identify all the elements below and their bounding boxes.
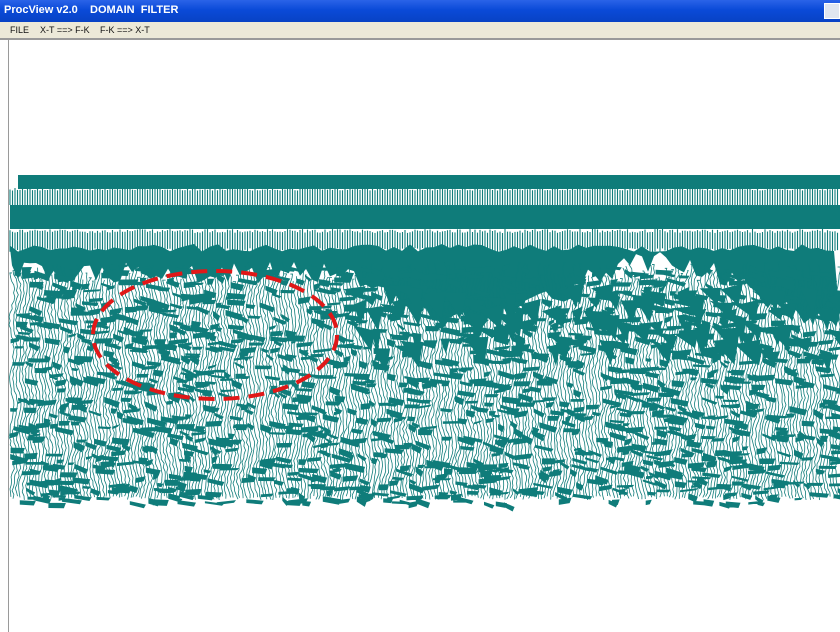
seismic-band <box>10 205 840 229</box>
seismic-band <box>18 175 840 189</box>
app-window: ProcView v2.0 DOMAIN FILTER FILE X-T ==>… <box>0 0 840 632</box>
seismic-traces <box>9 188 840 512</box>
seismic-display <box>0 0 840 632</box>
